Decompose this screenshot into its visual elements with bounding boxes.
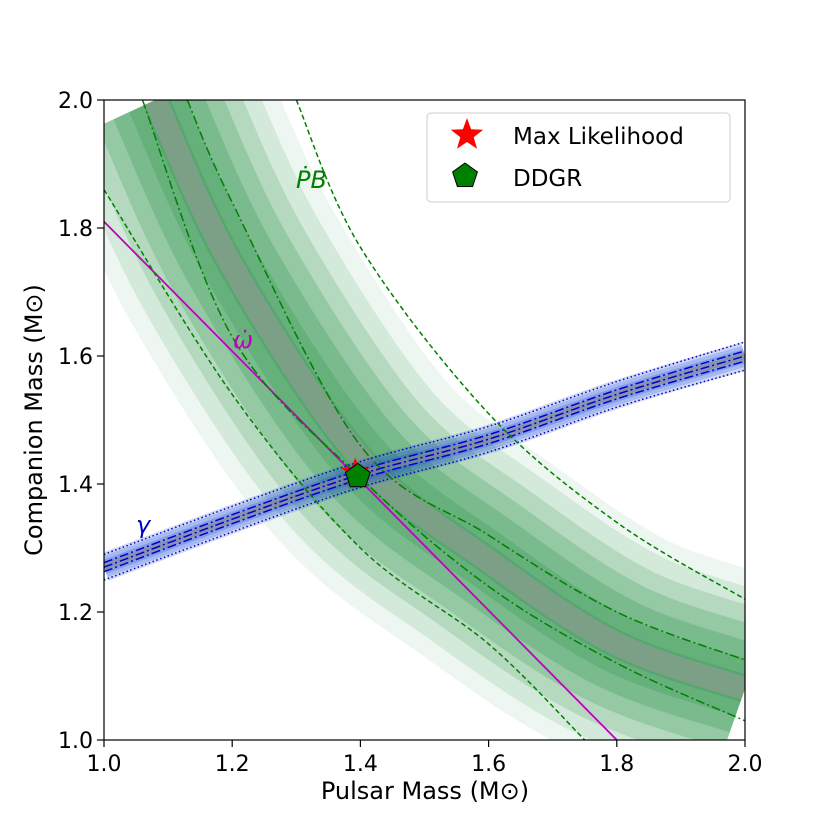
series-pbdot_upper_2 bbox=[295, 100, 745, 600]
x-tick-label-3: 1.6 bbox=[471, 752, 506, 777]
omdot-label: ω̇ bbox=[233, 326, 253, 354]
series-pbdot_lower_1 bbox=[141, 100, 745, 722]
y-tick-label-2: 1.4 bbox=[58, 473, 93, 498]
plot-area bbox=[104, 100, 745, 740]
series-gamma_upper_1 bbox=[104, 350, 745, 564]
gamma-label: γ bbox=[136, 511, 152, 539]
y-axis-title: Companion Mass (M⊙) bbox=[20, 284, 48, 556]
x-tick-label-1: 1.2 bbox=[215, 752, 250, 777]
series-gamma_lower_1 bbox=[104, 360, 745, 573]
x-axis-title: Pulsar Mass (M⊙) bbox=[321, 777, 529, 805]
y-tick-label-1: 1.2 bbox=[58, 601, 93, 626]
pbdot-band-core bbox=[144, 100, 745, 700]
legend-label-ddgr: DDGR bbox=[513, 166, 582, 192]
y-tick-label-0: 1.0 bbox=[58, 729, 93, 754]
legend-label-max-likelihood: Max Likelihood bbox=[513, 124, 684, 150]
legend-star-marker bbox=[450, 118, 484, 149]
markers-layer bbox=[341, 457, 371, 488]
series-gamma_center bbox=[104, 355, 745, 568]
plot-frame bbox=[103, 99, 746, 741]
x-tick-label-4: 1.8 bbox=[599, 752, 634, 777]
legend-pentagon-marker bbox=[452, 162, 478, 187]
ticks-layer: 1.0 1.2 1.4 1.6 1.8 2.0 1.0 1.2 1.4 1.6 1.8 2.0 bbox=[58, 89, 763, 777]
y-tick-label-4: 1.8 bbox=[58, 217, 93, 242]
pbdot-label: ṖB bbox=[296, 165, 327, 194]
x-tick-label-5: 2.0 bbox=[728, 752, 763, 777]
x-tick-label-2: 1.4 bbox=[343, 752, 378, 777]
series-pbdot_lower_2 bbox=[104, 189, 586, 740]
series-gamma_upper_2 bbox=[104, 341, 745, 556]
y-tick-label-5: 2.0 bbox=[58, 89, 93, 114]
x-tick-label-0: 1.0 bbox=[87, 752, 122, 777]
legend: Max Likelihood DDGR bbox=[426, 112, 731, 203]
series-gamma_lower_2 bbox=[104, 369, 745, 581]
series-pbdot_upper_1 bbox=[186, 100, 745, 661]
ddgr-point bbox=[344, 462, 371, 488]
legend-frame bbox=[426, 112, 731, 203]
y-tick-label-3: 1.6 bbox=[58, 345, 93, 370]
